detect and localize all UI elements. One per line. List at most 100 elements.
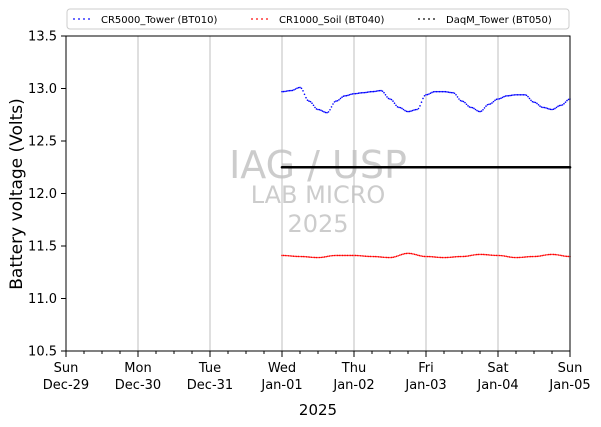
y-tick-label: 11.0 — [28, 292, 57, 307]
data-point — [434, 90, 436, 93]
data-point — [291, 255, 293, 257]
data-point — [330, 106, 333, 108]
data-point — [336, 254, 339, 257]
data-point — [534, 255, 537, 258]
data-point — [505, 255, 507, 258]
data-point — [323, 111, 325, 113]
data-point — [429, 92, 432, 95]
data-point — [369, 90, 372, 93]
data-point — [390, 98, 393, 101]
data-point — [350, 93, 352, 96]
data-point — [379, 256, 381, 258]
data-point — [295, 255, 298, 258]
data-point — [368, 91, 370, 93]
data-point — [554, 107, 556, 110]
data-point — [292, 255, 295, 257]
data-point — [317, 108, 319, 111]
data-point — [519, 94, 522, 96]
data-point — [303, 93, 306, 96]
data-point — [392, 100, 394, 102]
data-point — [376, 255, 378, 258]
legend-frame — [66, 8, 570, 30]
data-point — [465, 103, 468, 106]
data-point — [384, 256, 386, 259]
data-point — [381, 256, 383, 258]
data-point — [304, 255, 306, 258]
data-point — [326, 111, 328, 114]
data-point — [399, 254, 401, 256]
data-point — [483, 107, 486, 109]
data-point — [362, 91, 364, 94]
y-axis: 10.5 11.0 11.5 12.0 12.5 13.0 13.5 — [28, 30, 66, 360]
data-point — [536, 102, 538, 105]
data-point — [315, 256, 318, 259]
data-point — [439, 256, 442, 259]
data-point — [346, 254, 349, 257]
y-tick-label: 13.5 — [28, 30, 57, 45]
data-point — [425, 255, 427, 258]
data-point — [322, 256, 324, 258]
data-point — [435, 256, 437, 258]
data-point — [416, 108, 418, 111]
data-point — [343, 254, 345, 257]
data-point — [521, 94, 523, 96]
data-point — [306, 99, 309, 101]
data-point — [302, 90, 304, 92]
legend-swatch — [423, 18, 425, 20]
data-point — [297, 255, 300, 258]
data-point — [413, 109, 415, 111]
data-point — [377, 256, 380, 258]
data-point — [297, 86, 300, 89]
data-point — [285, 90, 288, 92]
data-point — [458, 98, 460, 100]
data-point — [357, 92, 360, 95]
data-point — [449, 91, 451, 94]
data-point — [348, 94, 351, 96]
data-point — [495, 98, 498, 101]
data-point — [354, 254, 357, 257]
data-point — [511, 256, 514, 259]
data-point — [364, 255, 367, 257]
data-point — [345, 254, 347, 257]
data-point — [393, 102, 396, 104]
data-point — [384, 94, 387, 96]
data-point — [510, 256, 512, 258]
y-axis-label: Battery voltage (Volts) — [7, 98, 27, 289]
data-point — [479, 253, 481, 256]
legend-swatch — [261, 18, 263, 20]
data-point — [518, 94, 520, 96]
data-point — [420, 255, 422, 257]
data-point — [488, 103, 490, 106]
data-point — [509, 94, 511, 97]
data-point — [527, 95, 529, 98]
data-point — [467, 105, 469, 107]
watermark-line-2: LAB MICRO — [251, 181, 386, 209]
data-point — [383, 91, 385, 94]
data-point — [317, 256, 319, 259]
x-axis-label: 2025 — [299, 401, 337, 419]
data-point — [396, 106, 399, 108]
data-point — [474, 108, 477, 111]
data-point — [318, 108, 321, 111]
data-point — [500, 97, 502, 100]
data-point — [537, 103, 540, 106]
data-point — [284, 90, 286, 93]
data-point — [504, 95, 507, 97]
data-point — [330, 255, 332, 257]
data-point — [417, 107, 420, 110]
data-point — [436, 256, 439, 259]
data-point — [402, 253, 404, 255]
data-point — [561, 254, 563, 257]
data-point — [444, 256, 447, 259]
data-point — [531, 100, 534, 103]
data-point — [287, 254, 290, 257]
data-point — [372, 255, 375, 258]
data-point — [441, 256, 444, 259]
data-point — [516, 256, 519, 259]
data-point — [378, 89, 381, 92]
data-point — [507, 94, 510, 97]
data-point — [495, 254, 498, 257]
data-point — [420, 101, 423, 103]
data-point — [513, 256, 516, 259]
